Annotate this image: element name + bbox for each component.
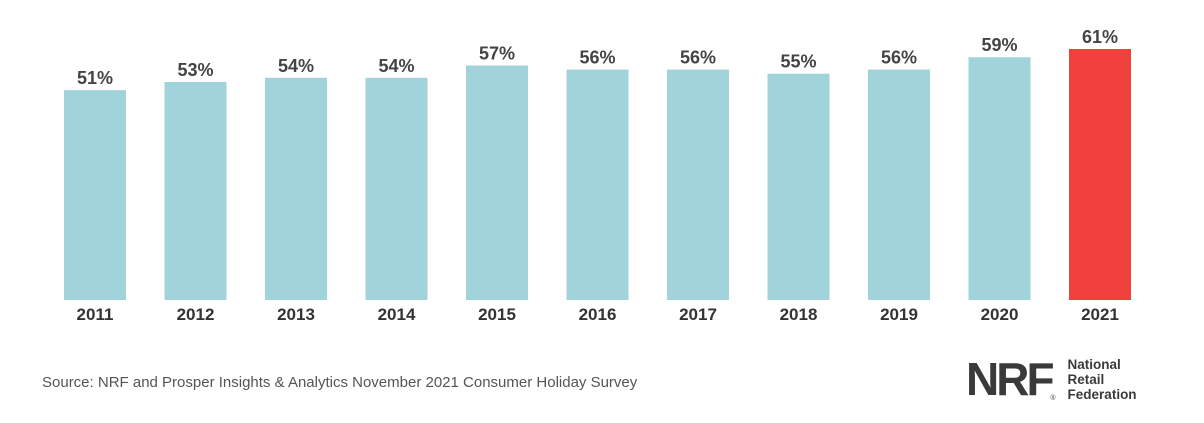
data-label-2013: 54% — [278, 56, 314, 76]
data-label-2016: 56% — [579, 48, 615, 68]
x-tick-2017: 2017 — [679, 305, 717, 324]
data-label-2020: 59% — [981, 35, 1017, 55]
logo-line-national: National — [1067, 356, 1121, 372]
x-tick-2018: 2018 — [780, 305, 818, 324]
bar-2016 — [566, 69, 629, 301]
bar-2020 — [968, 57, 1031, 300]
bar-2018 — [767, 73, 830, 300]
x-tick-2013: 2013 — [277, 305, 315, 324]
bar-2011 — [64, 90, 126, 300]
data-label-2019: 56% — [881, 48, 917, 68]
x-tick-2012: 2012 — [177, 305, 215, 324]
data-label-2017: 56% — [680, 48, 716, 68]
data-label-2015: 57% — [479, 43, 515, 63]
bar-2017 — [667, 69, 729, 301]
logo-line-retail: Retail — [1067, 371, 1105, 387]
bar-2014 — [365, 77, 428, 300]
logo-wordmark: National Retail Federation — [1068, 357, 1137, 402]
bar-chart: 51% 53% 54% 54%57% 56% 56% 55% 56%59% 61% 2011 20… — [64, 27, 1131, 324]
logo-line-federation: Federation — [1067, 386, 1137, 402]
x-tick-2020: 2020 — [981, 305, 1019, 324]
data-label-2018: 55% — [780, 52, 816, 72]
x-tick-2014: 2014 — [378, 305, 416, 324]
x-tick-2019: 2019 — [880, 305, 918, 324]
data-label-2012: 53% — [177, 60, 213, 80]
logo-reg-mark: ® — [1050, 395, 1056, 402]
x-tick-2021: 2021 — [1081, 305, 1119, 324]
x-tick-2011: 2011 — [77, 305, 114, 324]
bar-2012 — [164, 81, 227, 300]
bar-2015 — [466, 65, 528, 300]
data-label-2014: 54% — [378, 56, 414, 76]
logo-mark: NRF ® — [966, 356, 1058, 402]
source-note: Source: NRF and Prosper Insights & Analy… — [42, 374, 638, 391]
bar-2013 — [265, 77, 327, 300]
x-tick-2016: 2016 — [579, 305, 617, 324]
x-tick-2015: 2015 — [478, 305, 516, 324]
data-labels-group: 51% 53% 54% 54% 57% 56% 56% 55% 56% 59% 61% — [77, 27, 1118, 88]
nrf-logo: NRF ® National Retail Federation — [966, 356, 1137, 402]
bars-group — [64, 49, 1131, 301]
bar-2019 — [868, 69, 930, 301]
data-label-2021: 61% — [1082, 27, 1118, 47]
data-label-2011: 51% — [77, 68, 113, 88]
bar-2021 — [1069, 49, 1131, 300]
logo-mark-text: NRF — [966, 353, 1055, 405]
x-tick-labels-group: 2011 2012 2013 2014 2015 2016 2017 2018 2019 2020… — [77, 305, 1119, 324]
